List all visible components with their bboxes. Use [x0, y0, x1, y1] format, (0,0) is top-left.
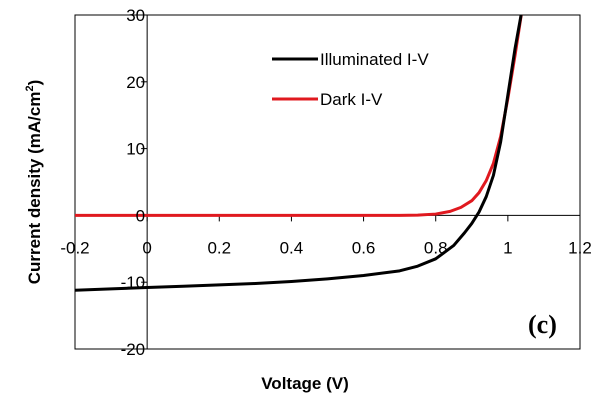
y-axis-title-sup: 2	[24, 85, 36, 91]
x-tick-label: -0.2	[60, 238, 89, 257]
x-tick-label: 0.4	[280, 238, 304, 257]
y-tick-labels: -20 -10 0 10 20 30	[121, 6, 146, 359]
series-line-dark	[75, 15, 523, 217]
series-layer	[75, 15, 523, 292]
y-tick-label: -10	[121, 273, 146, 292]
x-tick-label: 0.8	[424, 238, 448, 257]
legend-label-illuminated: Illuminated I-V	[320, 50, 429, 69]
y-tick-label: 10	[126, 140, 145, 159]
series-line-illuminated	[75, 15, 523, 292]
panel-label: (c)	[528, 310, 557, 339]
x-axis-title: Voltage (V)	[261, 374, 349, 393]
x-tick-label: 0.2	[207, 238, 231, 257]
y-tick-label: -20	[121, 340, 146, 359]
y-axis-title-end: )	[25, 80, 44, 86]
y-tick-label: 0	[136, 206, 145, 225]
y-tick-label: 20	[126, 73, 145, 92]
x-tick-label: 0.6	[352, 238, 376, 257]
plot-frame	[74, 14, 581, 350]
x-tick-label: 1	[503, 238, 512, 257]
x-tick-label: 1.2	[568, 238, 592, 257]
legend: Illuminated I-V Dark I-V	[272, 50, 429, 109]
legend-label-dark: Dark I-V	[320, 90, 383, 109]
x-tick-label: 0	[142, 238, 151, 257]
plot-border	[74, 14, 581, 350]
y-tick-label: 30	[126, 6, 145, 25]
x-tick-labels: -0.2 0 0.2 0.4 0.6 0.8 1 1.2	[60, 238, 591, 257]
y-axis-title: Current density (mA/cm2)	[24, 80, 44, 285]
y-axis-title-main: Current density (mA/cm	[25, 92, 44, 285]
